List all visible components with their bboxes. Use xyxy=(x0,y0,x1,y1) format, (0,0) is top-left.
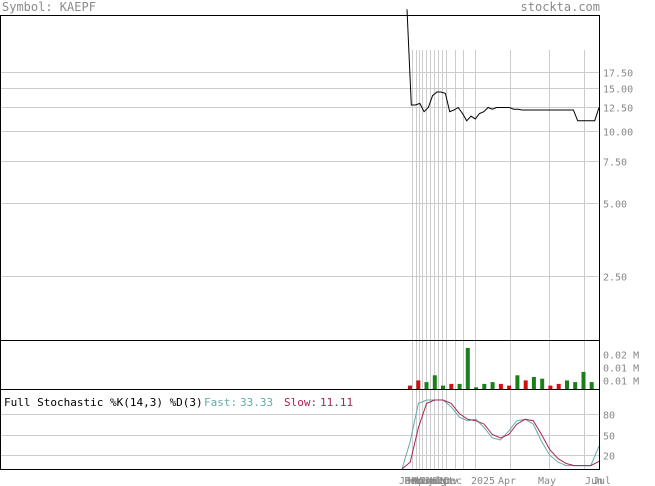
volume-bar xyxy=(556,383,561,389)
x-axis-label: Jul xyxy=(593,476,611,486)
x-axis-label: Dec xyxy=(444,476,462,486)
symbol-label: Symbol: KAEPF xyxy=(2,0,96,14)
volume-bar xyxy=(515,375,520,389)
stochastic-tick-label: 80 xyxy=(603,411,615,422)
fast-k-line xyxy=(401,399,600,470)
stochastic-tick-label: 20 xyxy=(603,452,615,463)
volume-tick-label: 0.02 M xyxy=(603,351,639,362)
volume-bar xyxy=(424,382,429,389)
x-axis-label: Sep xyxy=(432,476,450,486)
panel-frames xyxy=(0,15,600,470)
volume-bar xyxy=(531,377,536,389)
price-tick-label: 10.00 xyxy=(603,128,633,139)
axis-labels: 17.50 15.00 12.50 10.00 7.50 5.00 2.50 0.02 M 0.… xyxy=(4,69,639,486)
x-axis-label: Jul xyxy=(424,476,442,486)
fast-legend-value: 33.33 xyxy=(240,396,273,409)
volume-bar xyxy=(507,385,512,389)
x-axis-label: Apr xyxy=(412,476,430,486)
volume-bar xyxy=(457,383,462,389)
volume-bar xyxy=(523,380,528,389)
x-axis-label: May xyxy=(538,476,556,486)
price-tick-label: 12.50 xyxy=(603,104,633,115)
x-axis-label: 2025 xyxy=(471,476,495,486)
x-axis-label: Mar xyxy=(408,476,426,486)
price-tick-label: 15.00 xyxy=(603,85,633,96)
volume-bar xyxy=(482,383,487,389)
stochastic-panel xyxy=(401,399,600,470)
volume-bar xyxy=(589,382,594,389)
stochastic-frame xyxy=(0,389,600,470)
volume-bar xyxy=(490,382,495,389)
price-tick-label: 2.50 xyxy=(603,273,627,284)
x-axis-label: Oct xyxy=(436,476,454,486)
slow-d-line xyxy=(401,399,600,470)
x-axis-label: Aug xyxy=(428,476,446,486)
volume-bar xyxy=(408,385,412,389)
volume-frame xyxy=(0,340,600,390)
fast-legend-label: Fast: xyxy=(204,396,237,409)
price-line xyxy=(406,9,600,122)
volume-bar xyxy=(449,383,454,389)
x-axis-label: Jan xyxy=(399,476,417,486)
volume-bar xyxy=(441,385,445,389)
stochastic-tick-label: 50 xyxy=(603,432,615,443)
volume-bar xyxy=(540,378,545,389)
volume-tick-label: 0.01 M xyxy=(603,376,639,387)
site-name: stockta.com xyxy=(520,0,600,14)
x-axis-label: Jun xyxy=(585,476,603,486)
price-panel xyxy=(406,9,600,122)
x-axis-label: Apr xyxy=(498,476,516,486)
volume-bar xyxy=(548,385,553,389)
x-axis-label: Nov xyxy=(440,476,458,486)
volume-bar xyxy=(416,380,421,389)
slow-legend-label: Slow: xyxy=(284,396,317,409)
price-tick-label: 5.00 xyxy=(603,200,627,211)
volume-bar xyxy=(581,371,586,389)
stochastic-title: Full Stochastic %K(14,3) %D(3) xyxy=(4,396,203,409)
volume-bar xyxy=(498,383,503,389)
x-axis-label: May xyxy=(416,476,434,486)
grid-layer xyxy=(1,50,599,469)
volume-tick-label: 0.01 M xyxy=(603,364,639,375)
price-tick-label: 7.50 xyxy=(603,158,627,169)
volume-panel xyxy=(408,347,594,389)
price-frame xyxy=(0,15,600,341)
volume-bar xyxy=(474,387,479,389)
volume-bar xyxy=(565,380,569,389)
x-axis-label: Feb xyxy=(404,476,422,486)
volume-bar xyxy=(432,375,437,389)
volume-bar xyxy=(465,347,470,389)
slow-legend-value: 11.11 xyxy=(320,396,353,409)
volume-bar xyxy=(573,382,578,389)
x-axis-label: Jun xyxy=(420,476,438,486)
price-tick-label: 17.50 xyxy=(603,69,633,80)
